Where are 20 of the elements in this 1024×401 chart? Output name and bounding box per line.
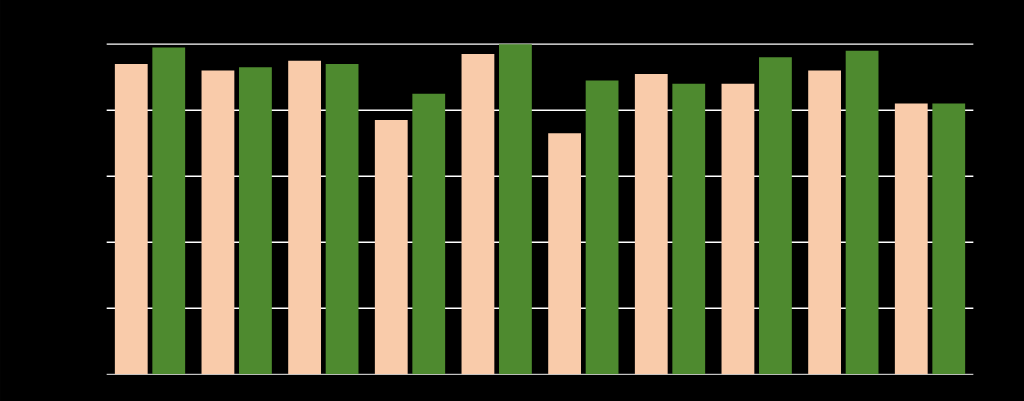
bar [808, 70, 841, 375]
bar [114, 63, 148, 375]
bar [634, 73, 668, 375]
bar [239, 67, 272, 375]
bar [325, 63, 359, 375]
bar [499, 44, 532, 375]
bar [759, 57, 792, 375]
bar [374, 120, 408, 375]
bar [721, 83, 755, 375]
bar [152, 47, 186, 375]
bar [672, 83, 706, 375]
bar [845, 50, 879, 375]
bar [932, 103, 966, 375]
bar [201, 70, 235, 375]
bar [548, 133, 581, 375]
bar [412, 93, 446, 375]
bar [585, 80, 619, 375]
bar [461, 54, 495, 375]
bar [288, 60, 322, 375]
bar [894, 103, 928, 375]
